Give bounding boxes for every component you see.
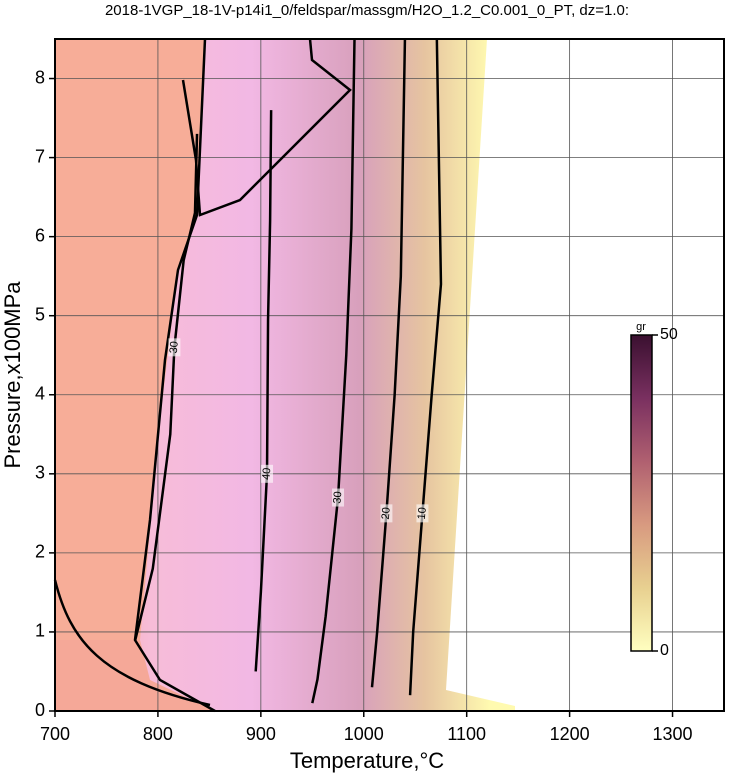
boundary-line xyxy=(133,38,216,713)
y-tick-label: 3 xyxy=(35,463,45,483)
x-tick-label: 1000 xyxy=(344,724,384,744)
contour-line xyxy=(408,38,443,696)
x-tick-label: 800 xyxy=(143,724,173,744)
contour-label: 20 xyxy=(380,507,393,520)
y-tick-label: 0 xyxy=(35,700,45,720)
y-axis-label: Pressure,x100MPa xyxy=(0,281,25,469)
contour-label: 30 xyxy=(331,491,344,504)
y-tick-label: 4 xyxy=(35,384,45,404)
contour-line xyxy=(254,110,273,672)
x-tick-label: 900 xyxy=(246,724,276,744)
y-tick-label: 2 xyxy=(35,542,45,562)
y-tick-label: 5 xyxy=(35,304,45,324)
x-tick-label: 700 xyxy=(40,724,70,744)
contour-label: 10 xyxy=(416,507,429,520)
contour-line xyxy=(370,38,407,688)
colorbar-tick-label: 50 xyxy=(660,326,678,343)
colorbar-tick-label: 0 xyxy=(660,642,669,659)
x-tick-label: 1200 xyxy=(550,724,590,744)
contour-label-bg xyxy=(261,464,274,483)
x-tick-label: 1300 xyxy=(653,724,693,744)
x-tick-label: 1100 xyxy=(447,724,486,744)
contour-label: 40 xyxy=(260,467,273,480)
y-tick-label: 6 xyxy=(35,225,45,245)
x-axis-label: Temperature,°C xyxy=(290,748,444,773)
boundary-line xyxy=(53,579,211,707)
y-tick-label: 8 xyxy=(35,67,45,87)
field-region xyxy=(55,39,205,640)
contour-label-bg xyxy=(416,504,429,523)
y-tick-label: 1 xyxy=(35,621,45,641)
contour-label-bg xyxy=(380,504,393,523)
chart-title: 2018-1VGP_18-1V-p14i1_0/feldspar/massgm/… xyxy=(105,2,629,19)
colorbar xyxy=(630,334,653,652)
contour-label-bg xyxy=(168,338,181,357)
fields xyxy=(55,39,515,711)
contour-label-bg xyxy=(332,488,345,507)
contour-label: 30 xyxy=(168,341,181,354)
colorbar-label: gr xyxy=(636,321,646,333)
y-tick-label: 7 xyxy=(35,146,45,166)
plot-frame xyxy=(54,38,725,712)
field-region xyxy=(55,640,215,711)
